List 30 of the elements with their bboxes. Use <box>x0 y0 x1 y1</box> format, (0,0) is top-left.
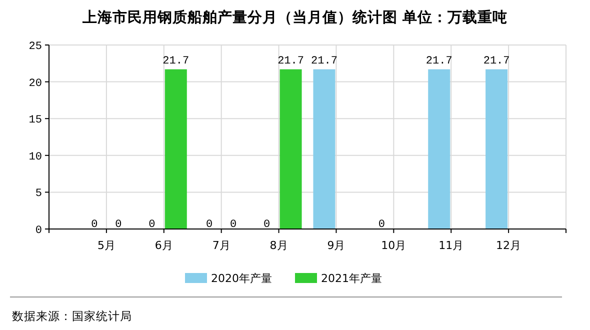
data-label: 21.7 <box>162 55 190 68</box>
x-tick-label: 11月 <box>438 239 464 252</box>
data-label: 0 <box>378 219 385 231</box>
y-tick-label: 5 <box>35 188 42 200</box>
data-label: 21.7 <box>311 55 338 68</box>
x-tick-label: 10月 <box>381 239 406 252</box>
legend-label: 2020年产量 <box>211 272 272 285</box>
data-label: 21.7 <box>426 55 452 68</box>
data-label: 0 <box>115 219 122 231</box>
data-label: 0 <box>206 219 213 231</box>
data-label: 0 <box>230 219 237 231</box>
x-tick-label: 7月 <box>212 239 230 252</box>
data-label: 0 <box>91 219 98 231</box>
data-label: 21.7 <box>483 55 510 68</box>
chart-title: 上海市民用钢质船舶产量分月（当月值）统计图 单位：万载重吨 <box>81 8 508 26</box>
y-tick-label: 0 <box>35 225 42 237</box>
x-tick-label: 6月 <box>154 239 173 252</box>
x-tick-label: 9月 <box>327 239 346 252</box>
y-tick-label: 20 <box>28 78 42 90</box>
data-label: 0 <box>148 219 156 231</box>
source-note: 数据来源：国家统计局 <box>12 309 132 323</box>
x-tick-label: 5月 <box>97 239 116 252</box>
y-tick-label: 15 <box>28 114 42 127</box>
data-label: 0 <box>263 219 270 231</box>
y-tick-label: 25 <box>28 41 42 53</box>
data-label: 21.7 <box>278 55 304 68</box>
legend-label: 2021年产量 <box>321 272 382 285</box>
x-tick-label: 8月 <box>270 239 288 252</box>
x-tick-label: 12月 <box>496 239 522 252</box>
y-tick-label: 10 <box>28 151 42 164</box>
